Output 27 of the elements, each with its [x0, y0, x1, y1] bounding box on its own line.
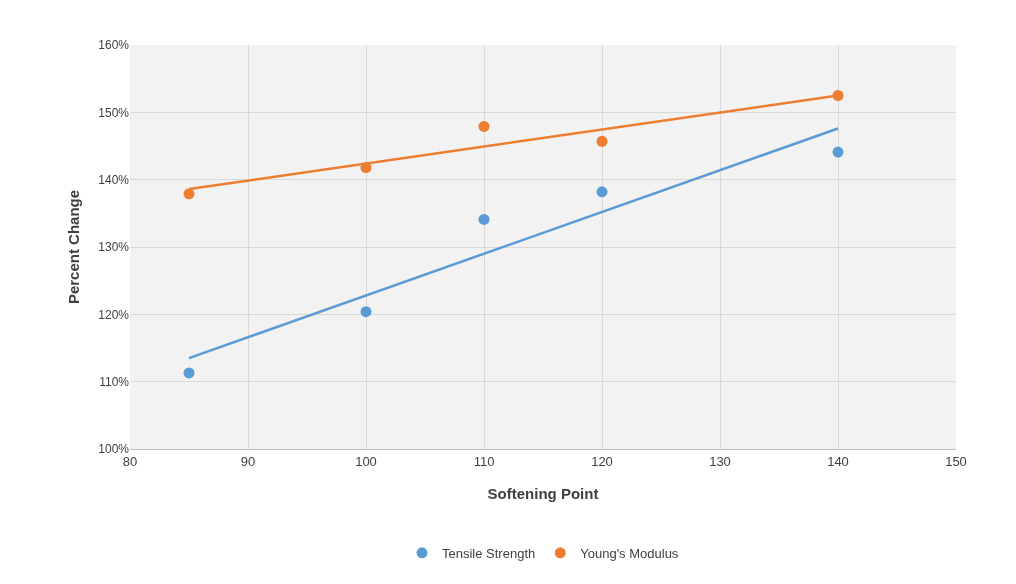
- point: [596, 186, 608, 198]
- legend-label: Tensile Strength: [442, 545, 536, 561]
- point: [360, 162, 372, 174]
- y-tick-label: 140%: [98, 172, 130, 187]
- x-tick-label: 140: [827, 453, 849, 469]
- point: [478, 120, 490, 132]
- x-tick-label: 100: [355, 453, 377, 469]
- x-tick-label: 120: [591, 453, 613, 469]
- x-axis-title: Softening Point: [487, 484, 599, 502]
- point: [832, 146, 844, 158]
- y-tick-label: 130%: [98, 240, 130, 255]
- legend-label: Young's Modulus: [580, 545, 679, 561]
- y-tick-label: 160%: [98, 38, 130, 53]
- point: [596, 135, 608, 147]
- x-tick-label: 130: [709, 453, 731, 469]
- point: [832, 90, 844, 101]
- y-tick-label: 110%: [99, 374, 130, 389]
- point: [360, 306, 372, 318]
- y-tick-label: 150%: [98, 105, 130, 120]
- y-tick-label: 120%: [98, 307, 130, 322]
- point: [183, 188, 195, 200]
- point: [183, 367, 195, 379]
- x-tick-label: 90: [240, 453, 256, 469]
- x-tick-label: 110: [473, 453, 495, 469]
- point: [478, 213, 490, 225]
- y-axis-title: Percent Change: [64, 189, 82, 305]
- x-tick-label: 150: [945, 453, 967, 469]
